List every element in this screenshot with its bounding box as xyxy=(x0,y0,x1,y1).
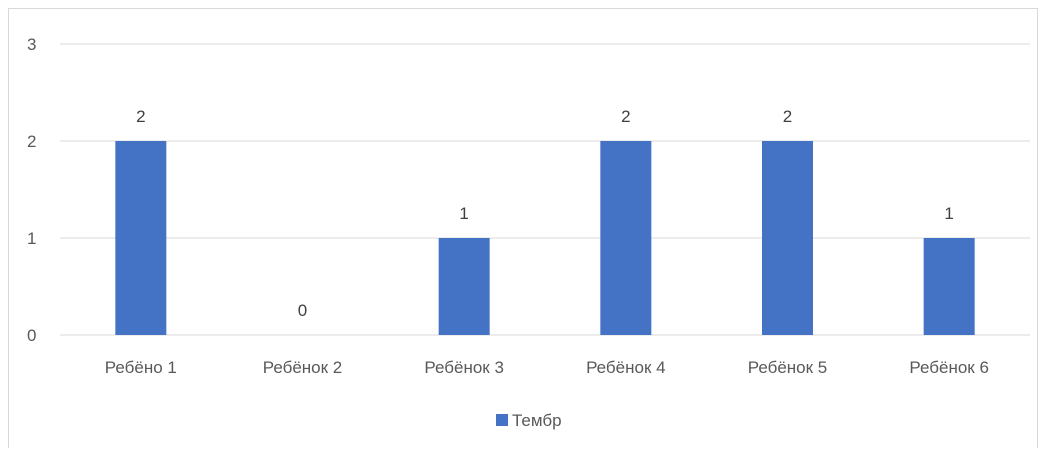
x-category-label-2: Ребёнок 2 xyxy=(263,358,343,377)
data-label-2: 0 xyxy=(298,301,307,320)
y-tick-label-1: 1 xyxy=(27,229,36,248)
data-label-3: 1 xyxy=(459,204,468,223)
bar-1 xyxy=(115,141,167,335)
data-label-5: 2 xyxy=(783,107,792,126)
x-category-label-1: Ребёно 1 xyxy=(105,358,177,377)
x-category-label-3: Ребёнок 3 xyxy=(424,358,504,377)
x-category-label-5: Ребёнок 5 xyxy=(748,358,828,377)
data-label-1: 2 xyxy=(136,107,145,126)
y-tick-label-2: 2 xyxy=(27,132,36,151)
data-label-4: 2 xyxy=(621,107,630,126)
data-label-6: 1 xyxy=(944,204,953,223)
bar-5 xyxy=(762,141,813,335)
bars xyxy=(115,141,975,335)
data-labels: 2 0 1 2 2 1 xyxy=(136,107,954,320)
chart-frame xyxy=(8,8,1038,448)
x-category-label-6: Ребёнок 6 xyxy=(909,358,989,377)
legend: Тембр xyxy=(496,411,562,430)
x-axis-categories: Ребёно 1 Ребёнок 2 Ребёнок 3 Ребёнок 4 Ребён… xyxy=(105,358,989,377)
legend-label: Тембр xyxy=(512,411,562,430)
y-tick-label-0: 0 xyxy=(27,326,36,345)
legend-swatch xyxy=(496,414,508,426)
y-axis-ticks: 0 1 2 3 xyxy=(27,35,36,345)
x-category-label-4: Ребёнок 4 xyxy=(586,358,666,377)
bar-6 xyxy=(923,238,975,335)
bar-4 xyxy=(600,141,652,335)
y-tick-label-3: 3 xyxy=(27,35,36,54)
gridlines xyxy=(60,43,1030,336)
bar-3 xyxy=(438,238,490,335)
